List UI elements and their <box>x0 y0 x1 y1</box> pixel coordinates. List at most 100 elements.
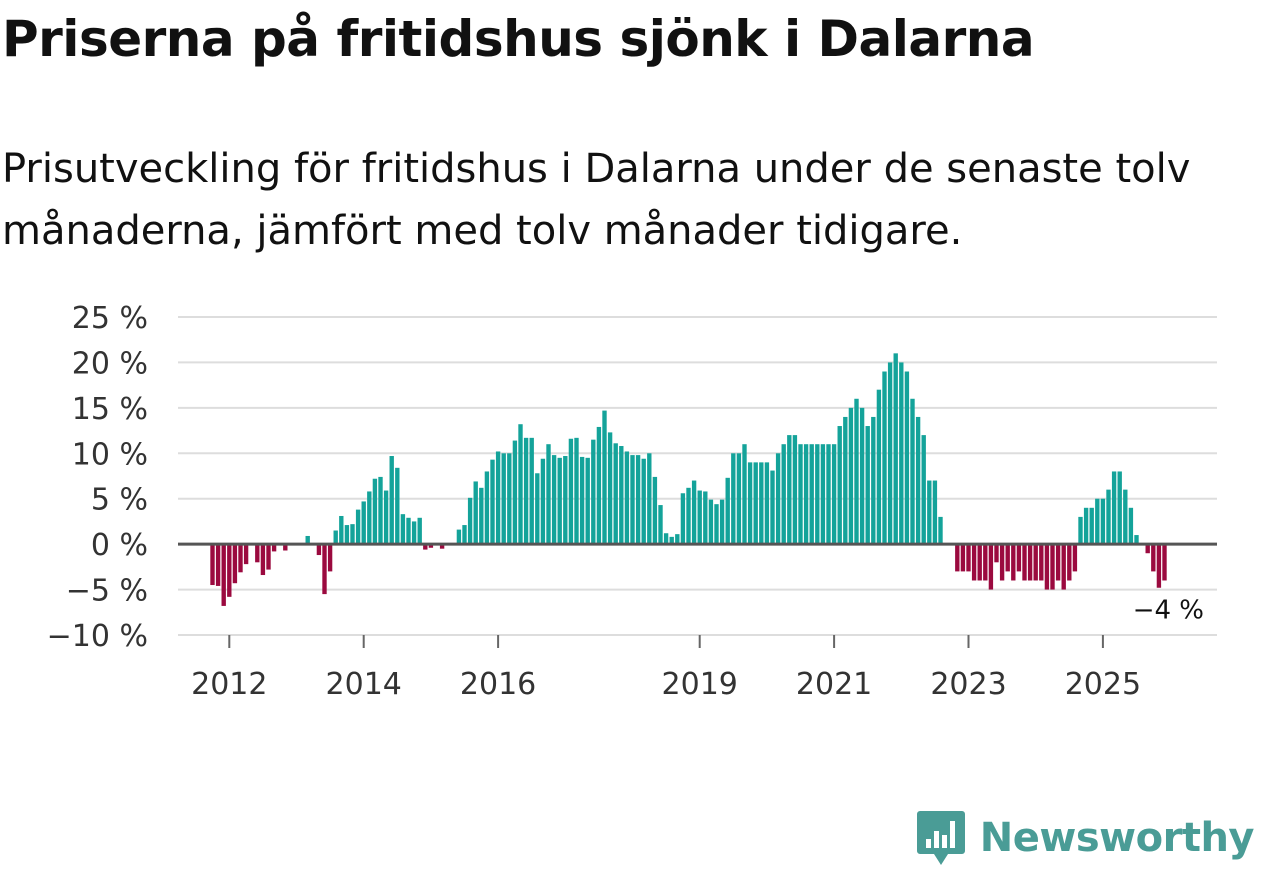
bar <box>1033 544 1038 581</box>
bar <box>507 453 512 545</box>
bar <box>1145 544 1150 554</box>
bar <box>1083 507 1089 545</box>
bar <box>904 371 910 545</box>
bar <box>1016 544 1022 572</box>
bar <box>1050 544 1055 590</box>
bar <box>1095 498 1100 545</box>
bar <box>988 544 994 590</box>
bar <box>703 491 708 545</box>
bar <box>551 455 557 545</box>
bar <box>339 515 344 545</box>
bar <box>719 499 725 545</box>
y-tick-label: 20 % <box>72 346 148 381</box>
bar <box>210 544 215 586</box>
bar <box>557 457 562 545</box>
bar <box>960 544 966 572</box>
bar <box>400 514 406 545</box>
bar <box>462 525 467 545</box>
bar <box>630 455 635 545</box>
brand-name: Newsworthy <box>979 815 1255 861</box>
bar <box>1055 544 1061 581</box>
bar <box>322 544 327 595</box>
bar <box>848 407 854 545</box>
bar <box>781 444 786 545</box>
bar <box>983 544 988 581</box>
bar <box>1078 516 1083 545</box>
bar <box>647 453 652 545</box>
bar <box>602 410 607 545</box>
bar <box>355 509 361 545</box>
bar <box>344 525 350 545</box>
bar <box>1039 544 1044 581</box>
bar <box>327 544 333 572</box>
bar <box>792 435 798 545</box>
bar <box>389 456 394 545</box>
bar <box>652 476 658 545</box>
bar <box>568 438 574 545</box>
bar <box>775 453 781 545</box>
bar <box>624 451 630 545</box>
bars <box>210 353 1167 606</box>
x-tick-label: 2016 <box>460 667 536 702</box>
bar <box>613 443 618 545</box>
bar <box>607 432 613 545</box>
bar <box>367 491 372 545</box>
newsworthy-logo-icon <box>916 811 965 865</box>
bar <box>854 398 859 545</box>
bar <box>417 517 422 545</box>
bar <box>731 453 736 545</box>
gridlines <box>178 316 1217 636</box>
bar <box>523 437 529 545</box>
bar <box>1022 544 1027 581</box>
bar <box>406 517 411 545</box>
bar <box>658 505 663 545</box>
bar <box>361 501 366 545</box>
bar <box>971 544 977 581</box>
x-tick-label: 2023 <box>930 667 1006 702</box>
x-axis-ticks: 2012 2014 2016 2019 2021 2023 2025 <box>191 635 1141 702</box>
bar <box>1117 471 1122 545</box>
bar <box>467 497 473 545</box>
bar <box>619 446 624 545</box>
bar <box>1123 489 1128 545</box>
y-tick-label: 0 % <box>91 528 148 563</box>
bar <box>966 544 971 572</box>
bar <box>1005 544 1010 572</box>
bar <box>1111 471 1117 545</box>
bar <box>1106 489 1111 545</box>
x-tick-label: 2014 <box>326 667 402 702</box>
bar <box>921 435 926 545</box>
bar <box>479 487 484 545</box>
bar <box>641 458 646 545</box>
x-tick-label: 2021 <box>796 667 872 702</box>
y-tick-label: −5 % <box>66 574 148 609</box>
y-tick-label: −10 % <box>47 619 148 654</box>
bar <box>333 530 338 545</box>
bar <box>669 536 674 545</box>
bar <box>316 544 322 556</box>
bar <box>1100 498 1106 545</box>
bar <box>383 490 389 545</box>
bar <box>831 444 837 545</box>
bar <box>708 499 714 545</box>
bar <box>255 544 260 563</box>
bar <box>882 371 887 545</box>
bar <box>787 435 792 545</box>
bar <box>876 389 882 545</box>
bar <box>843 416 848 545</box>
bar <box>680 493 686 545</box>
bar <box>759 462 764 545</box>
bar <box>227 544 232 597</box>
bar <box>697 490 702 545</box>
bar <box>439 544 445 549</box>
bar <box>770 470 775 545</box>
bar <box>809 444 814 545</box>
bar <box>585 457 590 545</box>
bar <box>803 444 809 545</box>
bar <box>1134 535 1139 545</box>
bar <box>859 407 865 545</box>
x-tick-label: 2025 <box>1065 667 1141 702</box>
bar <box>1027 544 1033 581</box>
bar <box>395 467 400 545</box>
